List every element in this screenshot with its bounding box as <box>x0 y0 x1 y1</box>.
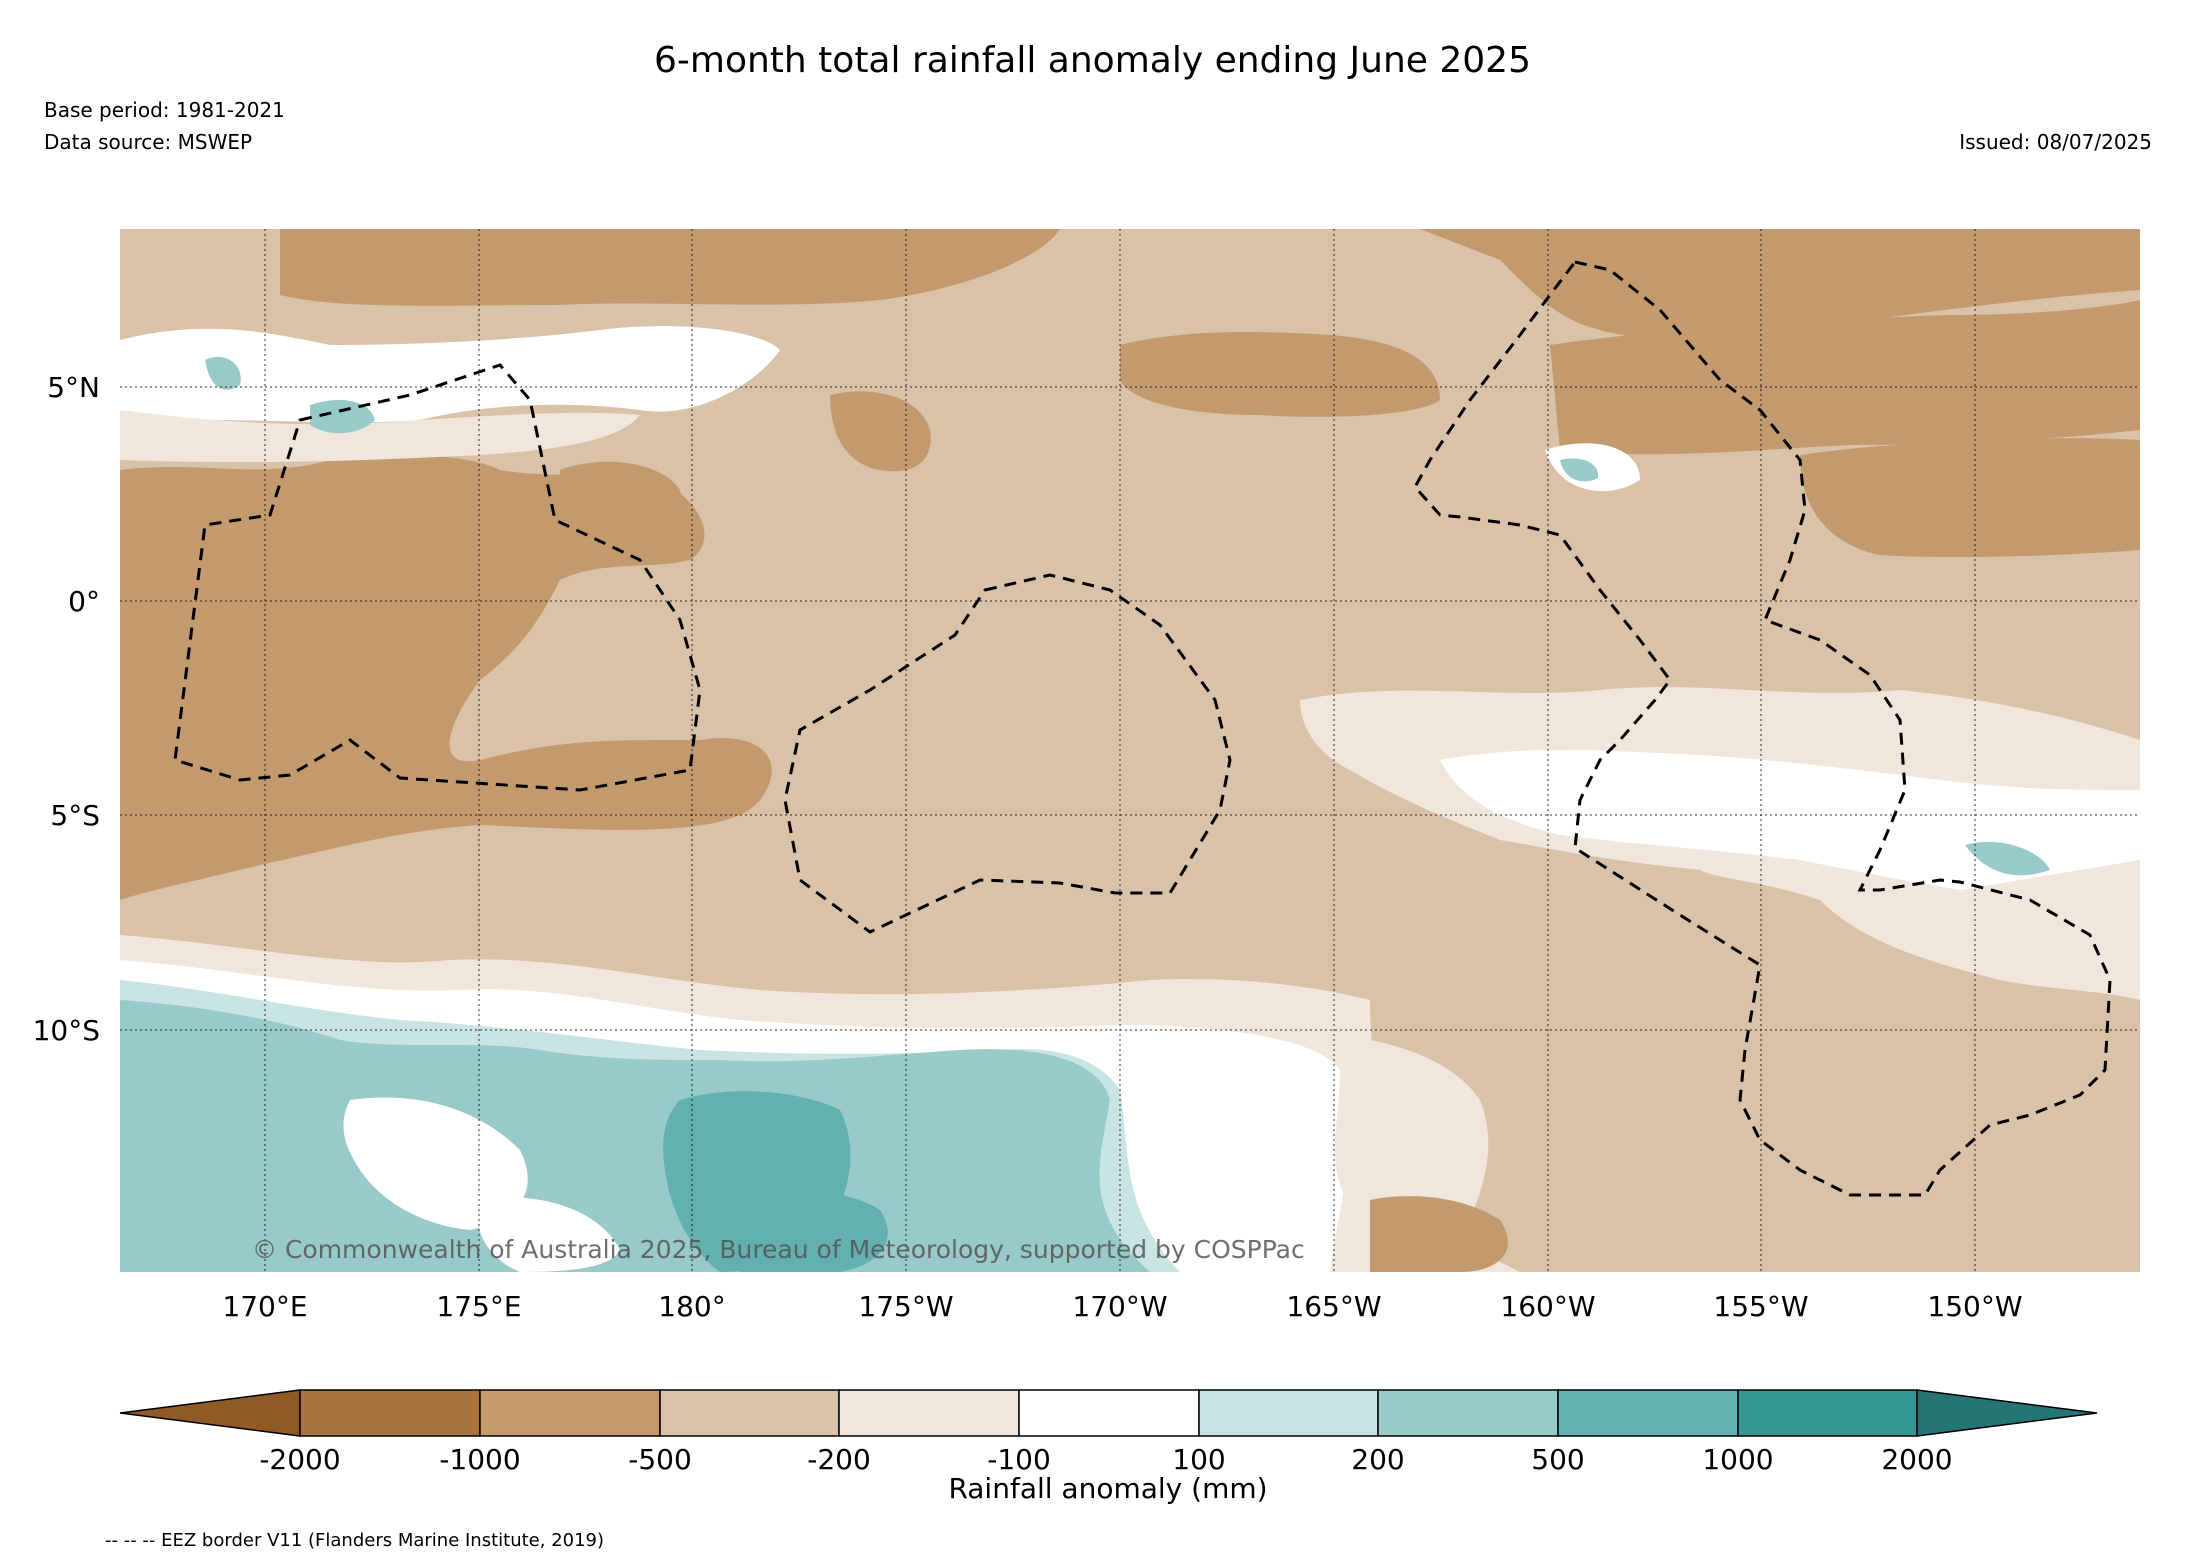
region-north-dry-2 <box>1200 229 2140 337</box>
colorbar-tick: -100 <box>987 1443 1051 1476</box>
lon-label: 170°W <box>1072 1290 1167 1323</box>
region-north-dry-3 <box>1120 332 1440 417</box>
lat-label: 5°N <box>47 371 100 404</box>
eez-border-kiribati-gilbert <box>173 363 702 792</box>
lon-label: 175°W <box>858 1290 953 1323</box>
region-east-wet <box>1965 841 2050 876</box>
region-nw-light-dry <box>120 410 640 463</box>
colorbar-label: Rainfall anomaly (mm) <box>948 1472 1267 1505</box>
region-north-wet-patch <box>1560 458 1599 482</box>
colorbar-tick: 500 <box>1531 1443 1584 1476</box>
issued-date: Issued: 08/07/2025 <box>1959 130 2152 154</box>
lon-label: 180° <box>658 1290 725 1323</box>
lon-label: 150°W <box>1927 1290 2022 1323</box>
colorbar-segment <box>1377 1389 1559 1437</box>
eez-borders <box>173 260 2112 1197</box>
chart-title: 6-month total rainfall anomaly ending Ju… <box>654 40 1531 81</box>
colorbar <box>119 1389 2098 1437</box>
copyright-watermark: © Commonwealth of Australia 2025, Bureau… <box>252 1235 1305 1264</box>
eez-legend: -- -- -- EEZ border V11 (Flanders Marine… <box>105 1530 605 1551</box>
region-north-dry-1 <box>280 229 1060 306</box>
lat-label: 10°S <box>33 1014 100 1047</box>
colorbar-segment <box>838 1389 1020 1437</box>
colorbar-tick: -2000 <box>259 1443 340 1476</box>
colorbar-segment <box>1557 1389 1739 1437</box>
data-source-note: Data source: MSWEP <box>44 130 253 154</box>
colorbar-ticks: -2000 -1000 -500 -200 -100 100 200 500 1… <box>259 1443 1952 1476</box>
region-se-dark-dry <box>1370 1196 1508 1272</box>
lon-label: 175°E <box>436 1290 521 1323</box>
eez-border-kiribati-phoenix <box>1413 260 2112 1197</box>
lon-label: 165°W <box>1286 1290 1381 1323</box>
colorbar-segment <box>659 1389 840 1437</box>
region-south-neutral-hole-2 <box>477 1197 620 1272</box>
lon-label: 170°E <box>222 1290 307 1323</box>
lat-label: 0° <box>68 585 100 618</box>
colorbar-segment <box>299 1389 481 1437</box>
base-period-note: Base period: 1981-2021 <box>44 98 285 122</box>
colorbar-segment <box>479 1389 661 1437</box>
colorbar-tick: -1000 <box>439 1443 520 1476</box>
anomaly-fill-regions <box>120 229 2140 1272</box>
lon-label: 155°W <box>1713 1290 1808 1323</box>
region-nw-wet <box>205 356 241 390</box>
region-nw-neutral <box>120 326 780 423</box>
colorbar-tick: -500 <box>628 1443 692 1476</box>
colorbar-segment <box>1916 1389 2098 1437</box>
region-south-wet-heavy-2 <box>740 1190 888 1272</box>
region-west-dry-2 <box>560 461 682 556</box>
colorbar-segment <box>1018 1389 1200 1437</box>
region-nw-wet-2 <box>310 400 375 434</box>
colorbar-tick: 200 <box>1351 1443 1404 1476</box>
colorbar-tick: 2000 <box>1881 1443 1952 1476</box>
region-east-neutral <box>1440 750 2140 890</box>
region-west-dry <box>120 454 772 900</box>
latitude-axis: 5°N 0° 5°S 10°S <box>33 371 100 1047</box>
colorbar-tick: -200 <box>807 1443 871 1476</box>
map-gridlines <box>120 229 2140 1272</box>
region-north-dry-4 <box>1550 300 2140 455</box>
colorbar-segment <box>119 1389 301 1437</box>
region-dry-patch-center <box>830 391 931 472</box>
lat-label: 5°S <box>50 799 100 832</box>
region-south-wet <box>120 1000 1150 1272</box>
region-south-neutral-hole <box>343 1097 528 1230</box>
colorbar-segment <box>1737 1389 1918 1437</box>
longitude-axis: 170°E 175°E 180° 175°W 170°W 165°W 160°W… <box>222 1290 2022 1323</box>
lon-label: 160°W <box>1500 1290 1595 1323</box>
colorbar-segment <box>1198 1389 1379 1437</box>
region-dry-patch-east <box>1800 438 2140 558</box>
colorbar-tick: 1000 <box>1702 1443 1773 1476</box>
colorbar-tick: 100 <box>1172 1443 1225 1476</box>
